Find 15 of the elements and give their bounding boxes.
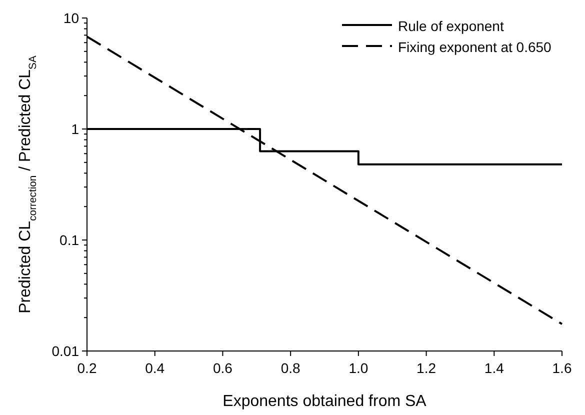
- x-tick-label: 0.8: [280, 360, 301, 376]
- x-tick-label: 1.6: [552, 360, 572, 376]
- x-tick-label: 0.2: [77, 360, 97, 376]
- x-tick-label: 1.0: [348, 360, 368, 376]
- x-tick-label: 0.4: [145, 360, 165, 376]
- legend-label: Rule of exponent: [398, 18, 504, 34]
- x-tick-label: 1.2: [416, 360, 436, 376]
- legend-label: Fixing exponent at 0.650: [398, 39, 552, 55]
- x-tick-label: 0.6: [212, 360, 233, 376]
- y-tick-label: 0.1: [60, 232, 80, 248]
- y-tick-label: 10: [63, 10, 80, 26]
- x-axis-title: Exponents obtained from SA: [222, 393, 427, 410]
- y-tick-label: 1: [71, 121, 80, 137]
- y-tick-label: 0.01: [52, 343, 80, 359]
- x-tick-label: 1.4: [484, 360, 504, 376]
